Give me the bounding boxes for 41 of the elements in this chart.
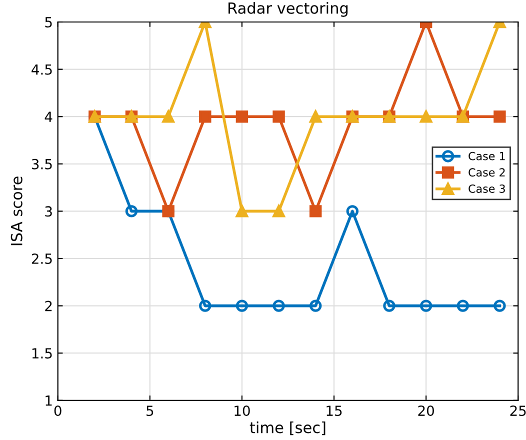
y-tick-label: 1.5 — [32, 348, 52, 359]
point — [236, 110, 248, 123]
point — [309, 205, 322, 218]
legend-label: Case 3 — [468, 184, 505, 193]
point — [162, 110, 174, 123]
x-tick-label: 10 — [234, 406, 250, 416]
legend-label: Case 2 — [468, 168, 505, 177]
y-tick-label: 3 — [45, 206, 52, 217]
y-tick-label: 2.5 — [32, 253, 52, 264]
point — [272, 110, 285, 123]
chart-title: Radar vectoring — [228, 2, 348, 17]
point — [199, 300, 212, 312]
point — [420, 110, 432, 123]
y-tick-label: 1 — [46, 396, 52, 406]
point — [494, 300, 506, 312]
x-axis-title: time [sec] — [250, 421, 326, 436]
point — [236, 205, 248, 218]
point — [383, 300, 396, 312]
point — [309, 300, 322, 312]
point — [456, 300, 469, 312]
point — [346, 205, 359, 218]
point — [420, 300, 432, 312]
x-tick-label: 15 — [326, 406, 342, 416]
y-axis-title: ISA score — [10, 176, 22, 246]
x-tick-label: 25 — [510, 406, 526, 416]
point — [199, 110, 212, 123]
y-tick-label: 4.5 — [32, 64, 52, 75]
y-tick-label: 5 — [45, 17, 52, 28]
point — [272, 300, 285, 312]
y-tick-label: 3.5 — [32, 158, 52, 170]
y-tick-label: 4 — [44, 112, 52, 122]
x-tick-label: 0 — [54, 406, 62, 416]
point — [272, 205, 285, 218]
y-tick-label: 2 — [45, 300, 52, 312]
point — [125, 205, 138, 218]
point — [309, 110, 322, 123]
x-tick-label: 5 — [146, 406, 154, 416]
point — [494, 110, 506, 123]
x-tick-label: 20 — [418, 406, 434, 416]
legend-label: Case 1 — [468, 152, 505, 160]
point — [236, 300, 248, 312]
